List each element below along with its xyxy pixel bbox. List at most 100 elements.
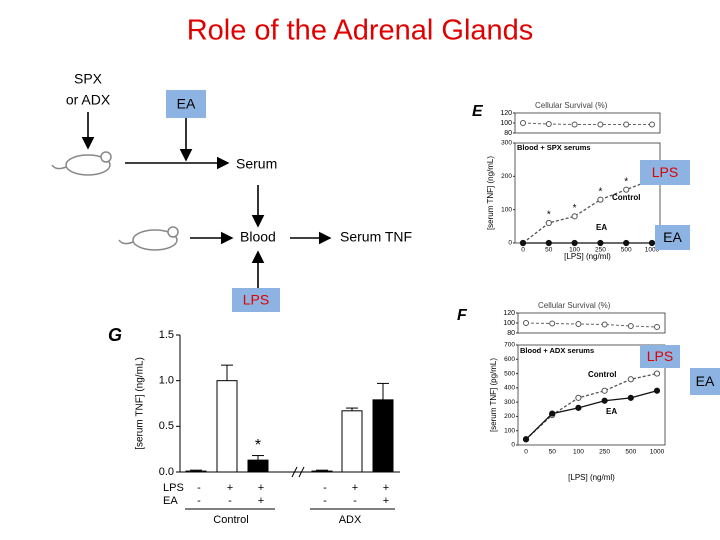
tick-label: 100 bbox=[503, 320, 515, 327]
survival-point bbox=[523, 320, 529, 326]
significance: * bbox=[573, 203, 577, 214]
tick-label: 300 bbox=[504, 399, 515, 406]
data-point bbox=[623, 239, 630, 247]
bar bbox=[185, 470, 207, 473]
survival-point bbox=[545, 121, 552, 127]
mouse-icon bbox=[118, 226, 179, 251]
row-cell: + bbox=[383, 482, 389, 494]
tick-label: 100 bbox=[500, 120, 512, 127]
panel-letter: F bbox=[457, 307, 468, 324]
survival-point bbox=[571, 121, 578, 128]
inset-label: Blood + ADX serums bbox=[520, 346, 594, 355]
row-cell: - bbox=[197, 482, 201, 494]
title: Role of the Adrenal Glands bbox=[187, 15, 534, 47]
data-point bbox=[648, 239, 656, 247]
x-tick-label: 1000 bbox=[645, 247, 660, 254]
overlay-box bbox=[640, 345, 680, 368]
series-label: EA bbox=[606, 407, 617, 416]
tick-label: 200 bbox=[501, 173, 512, 180]
series-line bbox=[522, 179, 653, 244]
tick-label: 400 bbox=[504, 385, 515, 392]
significance: * bbox=[547, 210, 551, 221]
mouse-icon bbox=[51, 151, 112, 176]
survival-point bbox=[649, 121, 655, 128]
y-axis-label: [serum TNF] (ng/mL) bbox=[486, 156, 495, 230]
overlay-box bbox=[655, 225, 690, 250]
data-point bbox=[597, 239, 604, 247]
x-tick-label: 250 bbox=[599, 449, 610, 456]
series-line bbox=[525, 390, 658, 440]
node-label: or ADX bbox=[66, 92, 111, 108]
tick-label: 100 bbox=[504, 427, 515, 434]
x-tick-label: 250 bbox=[595, 247, 606, 254]
survival-title: Cellular Survival (%) bbox=[535, 101, 608, 110]
tick-label: 1.0 bbox=[159, 375, 174, 387]
node-label: LPS bbox=[243, 292, 269, 308]
significance: * bbox=[624, 176, 628, 187]
data-point bbox=[549, 410, 556, 417]
data-point bbox=[597, 196, 604, 203]
survival-line bbox=[525, 322, 658, 328]
survival-point bbox=[623, 121, 630, 128]
tick-label: 300 bbox=[501, 140, 512, 147]
x-tick-label: 500 bbox=[621, 247, 632, 254]
x-tick-label: 0 bbox=[521, 247, 525, 254]
data-point bbox=[575, 404, 582, 411]
row-cell: + bbox=[383, 495, 389, 507]
survival-point bbox=[654, 324, 660, 330]
significance: * bbox=[255, 437, 261, 454]
y-axis-label: [serum TNF] (pg/mL) bbox=[489, 358, 498, 432]
data-point bbox=[623, 186, 630, 193]
tick-label: 500 bbox=[504, 370, 515, 377]
tick-label: 80 bbox=[507, 330, 515, 337]
group-label: ADX bbox=[339, 514, 362, 526]
x-tick-label: 100 bbox=[573, 449, 584, 456]
group-label: Control bbox=[213, 514, 248, 526]
overlay-label: EA bbox=[663, 229, 682, 245]
y-axis-label: [serum TNF] (ng/mL) bbox=[135, 357, 146, 450]
row-name: LPS bbox=[163, 482, 184, 494]
data-point bbox=[545, 239, 552, 247]
data-point bbox=[571, 239, 578, 247]
tick-label: 0.0 bbox=[159, 466, 174, 478]
tick-label: 1.5 bbox=[159, 329, 174, 341]
node-box bbox=[232, 288, 280, 312]
survival-point bbox=[601, 321, 608, 328]
node-label: Serum TNF bbox=[340, 229, 412, 245]
tick-label: 0 bbox=[508, 240, 512, 247]
bar bbox=[372, 399, 394, 473]
significance: * bbox=[598, 186, 602, 197]
data-point bbox=[601, 387, 608, 394]
tick-label: 80 bbox=[504, 130, 512, 137]
row-cell: + bbox=[227, 482, 233, 494]
x-axis-label: [LPS] (ng/ml) bbox=[568, 473, 615, 482]
node-label: Blood bbox=[240, 229, 276, 245]
overlay-box bbox=[690, 368, 720, 395]
row-cell: + bbox=[258, 482, 264, 494]
overlay-label: EA bbox=[696, 373, 715, 389]
tick-label: 200 bbox=[504, 413, 515, 420]
tick-label: 700 bbox=[504, 342, 515, 349]
data-point bbox=[601, 397, 608, 404]
x-tick-label: 1000 bbox=[650, 449, 665, 456]
row-cell: - bbox=[323, 482, 327, 494]
survival-line bbox=[522, 122, 652, 125]
overlay-label: LPS bbox=[647, 348, 673, 364]
x-tick-label: 0 bbox=[524, 449, 528, 456]
inset-label: Blood + SPX serums bbox=[517, 143, 591, 152]
overlay-label: LPS bbox=[652, 164, 678, 180]
node-label: EA bbox=[177, 96, 196, 112]
node-label: Serum bbox=[236, 156, 277, 172]
bar bbox=[247, 459, 269, 473]
axes bbox=[517, 344, 666, 446]
tick-label: 0.5 bbox=[159, 420, 174, 432]
bar bbox=[341, 410, 363, 473]
data-point bbox=[627, 376, 634, 383]
survival-point bbox=[627, 323, 634, 329]
data-point bbox=[522, 436, 530, 443]
survival-point bbox=[597, 121, 604, 128]
data-point bbox=[571, 213, 578, 220]
tick-label: 600 bbox=[504, 356, 515, 363]
data-point bbox=[575, 394, 582, 401]
bar bbox=[216, 380, 238, 473]
